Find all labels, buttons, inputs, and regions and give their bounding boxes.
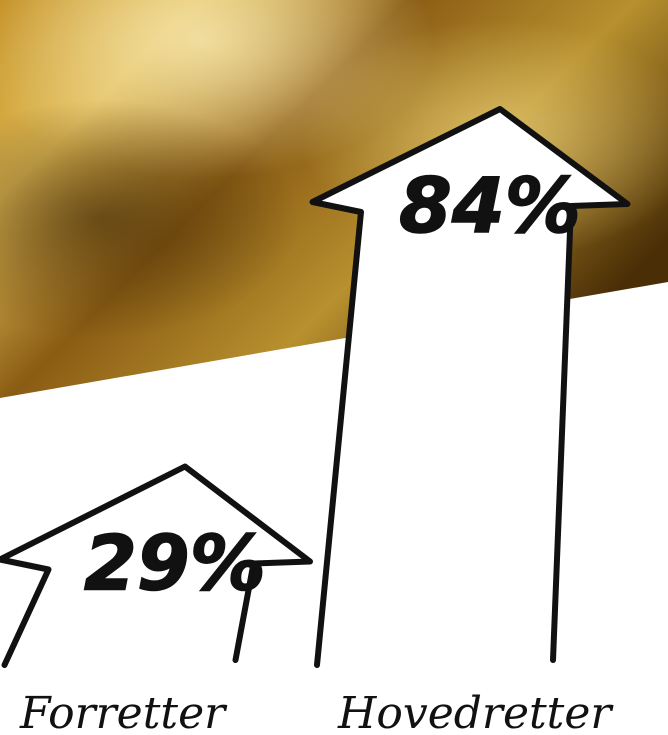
value-label-hovedretter: 84% — [399, 161, 581, 250]
arrow-bar-hovedretter — [309, 106, 631, 668]
category-label-forretter: Forretter — [19, 688, 228, 735]
labels-layer: 29% Forretter 84% Hovedretter — [19, 160, 614, 735]
arrow-shape — [309, 106, 631, 668]
value-label-forretter: 29% — [84, 519, 266, 608]
category-label-hovedretter: Hovedretter — [337, 688, 614, 735]
bars-layer — [0, 106, 631, 668]
arrow-shape — [0, 463, 313, 668]
arrow-bar-forretter — [0, 463, 313, 668]
